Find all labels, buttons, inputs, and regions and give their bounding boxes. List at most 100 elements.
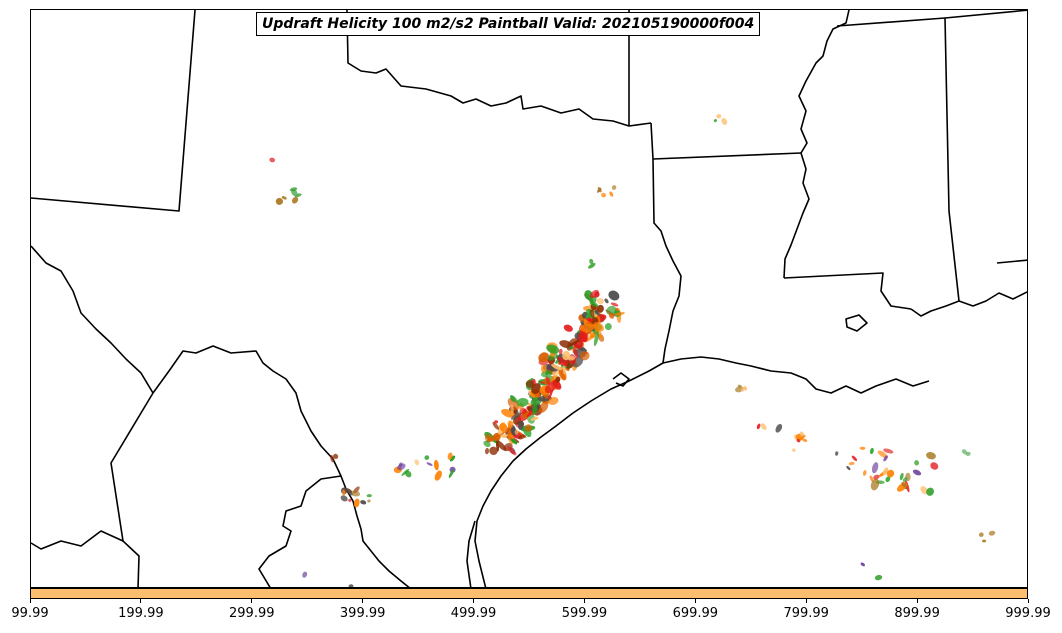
colorbar-tick — [362, 599, 364, 603]
paintball-blob — [434, 470, 442, 481]
paintball-blob — [882, 467, 889, 476]
paintball-blob — [589, 258, 594, 265]
paintball-blob — [851, 455, 858, 462]
paintball-blob — [360, 500, 367, 505]
paintball-blob — [269, 157, 276, 163]
paintball-blob — [899, 472, 904, 481]
louisiana-north-line — [783, 272, 912, 310]
mexico-state-line-2 — [122, 540, 140, 587]
paintball-blob — [563, 324, 573, 332]
rio-grande — [152, 345, 410, 587]
mississippi-river — [783, 10, 850, 279]
paintball-blob — [912, 469, 922, 476]
paintball-blob — [609, 191, 614, 197]
paintball-blob — [982, 539, 987, 543]
paintball-blob — [579, 323, 595, 332]
paintball-blob — [518, 434, 526, 440]
paintball-blob — [593, 331, 599, 347]
paintball-blob — [601, 192, 607, 198]
paintball-blob — [518, 420, 524, 430]
international-border — [31, 345, 410, 587]
paintball-blob — [901, 481, 907, 488]
paintball-blob — [886, 469, 895, 478]
paintball-blob — [848, 461, 855, 466]
colorbar-tick — [916, 599, 918, 603]
paintball-blob — [510, 438, 518, 445]
paintball-blob — [489, 446, 498, 456]
paintball-blob — [401, 468, 410, 476]
colorbar-tick — [29, 599, 31, 603]
paintball-blob — [860, 562, 866, 567]
paintball-blob — [721, 117, 728, 125]
paintball-blob — [961, 449, 968, 455]
paintball-blob — [871, 462, 879, 474]
paintball-blob — [835, 451, 839, 456]
paintball-blob — [869, 475, 874, 483]
arkansas-louisiana-line — [652, 152, 802, 160]
paintball-blob — [926, 487, 934, 496]
paintball-blob — [802, 438, 808, 442]
paintball-blob — [920, 486, 928, 495]
paintball-blob — [930, 462, 939, 470]
paintball-blob — [596, 297, 604, 305]
paintball-blob — [524, 424, 532, 432]
paintball-blob — [275, 197, 283, 205]
paintball-blob — [608, 290, 620, 301]
paintball-blob — [495, 440, 507, 451]
colorbar-tick-label: 399.99 — [339, 606, 386, 621]
paintball-blob — [342, 489, 346, 496]
paintball-blob — [507, 420, 514, 429]
paintball-blob — [611, 185, 617, 190]
colorbar-tick-label: 899.99 — [894, 606, 940, 621]
colorbar-tick-label: 799.99 — [783, 606, 829, 621]
colorbar-tick-label: 999.99 — [1005, 606, 1051, 621]
paintball-blob — [433, 459, 439, 471]
paintball-blob — [590, 307, 595, 320]
paintball-blob — [510, 404, 514, 414]
mexico-state-line-3 — [258, 475, 342, 587]
mississippi-alabama-line — [944, 17, 960, 302]
texas-coast — [474, 356, 930, 587]
paintball-blob — [902, 477, 908, 482]
paintball-blob — [366, 494, 372, 498]
paintball-blob — [555, 376, 561, 383]
paintball-blob — [713, 119, 717, 123]
paintball-blob — [558, 368, 566, 381]
paintball-blob — [350, 490, 361, 497]
oklahoma-texas-red-river — [346, 10, 652, 127]
paintball-blob — [572, 346, 579, 359]
paintball-blob — [883, 455, 888, 462]
paintball-blob — [525, 380, 534, 388]
louisiana-coast — [910, 291, 1027, 317]
paintball-blob — [760, 423, 767, 430]
paintball-blob — [538, 401, 549, 413]
paintball-blob — [514, 429, 519, 435]
paintball-blob — [870, 478, 880, 491]
paintball-blob — [614, 312, 625, 316]
paintball-blob — [756, 423, 761, 430]
paintball-blob — [740, 388, 745, 392]
state-boundaries — [31, 10, 1027, 394]
colorbar-tick — [805, 599, 807, 603]
paintball-blob — [510, 395, 516, 403]
texas-east-line — [650, 122, 682, 364]
paintball-blob — [580, 351, 590, 361]
paintball-blob — [551, 364, 563, 371]
mexico-state-line-1 — [31, 392, 154, 550]
paintball-blob — [291, 196, 299, 204]
paintball-blob — [397, 463, 406, 471]
paintball-blob — [578, 332, 588, 342]
paintball-blob — [540, 364, 547, 374]
paintball-blob — [965, 451, 971, 456]
lake-pontchartrain — [845, 314, 868, 332]
coastline — [466, 291, 1027, 587]
paintball-blob — [483, 440, 491, 448]
paintball-blob — [346, 488, 353, 496]
colorbar-tick-label: 699.99 — [672, 606, 719, 621]
colorbar-tick — [251, 599, 253, 603]
colorbar-tick — [694, 599, 696, 603]
paintball-blob — [507, 446, 517, 456]
paintball-blob — [874, 574, 883, 581]
paintball-blob — [548, 397, 559, 405]
paintball-blob — [978, 532, 984, 538]
